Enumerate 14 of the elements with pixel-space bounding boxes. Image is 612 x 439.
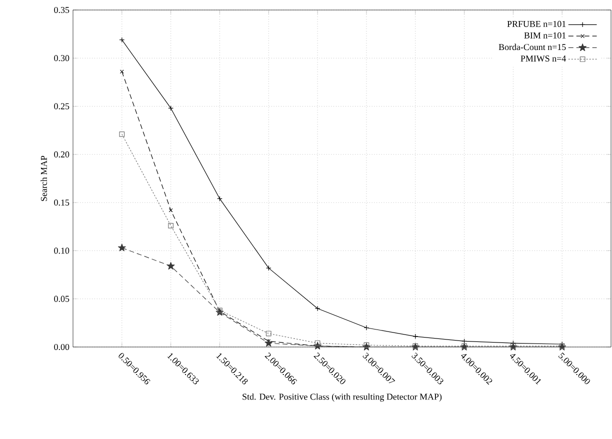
- legend-label: PMIWS n=4: [520, 56, 566, 62]
- y-tick-label: 0.15: [54, 200, 70, 206]
- y-tick-label: 0.25: [54, 103, 70, 110]
- y-tick-label: 0.05: [54, 296, 70, 302]
- y-tick-label: 0.35: [54, 6, 70, 14]
- legend-label: BIM n=101: [524, 32, 566, 38]
- x-axis-title: Std. Dev. Positive Class (with resulting Detector MAP): [242, 393, 442, 402]
- y-tick-label: 0.30: [54, 55, 70, 62]
- y-tick-label: 0.00: [54, 344, 70, 350]
- y-axis-title: Search MAP: [40, 156, 47, 201]
- y-tick-label: 0.10: [54, 248, 70, 254]
- legend-label: Borda-Count n=15: [498, 44, 566, 50]
- y-tick-label: 0.20: [54, 151, 70, 158]
- legend-label: PRFUBE n=101: [507, 20, 566, 27]
